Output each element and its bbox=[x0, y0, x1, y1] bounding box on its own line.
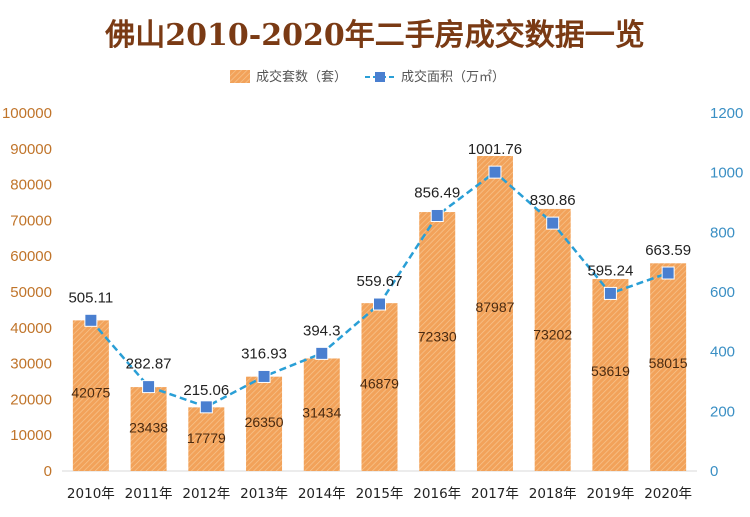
bar-value-label: 23438 bbox=[129, 419, 168, 435]
x-tick-label: 2014年 bbox=[298, 486, 346, 502]
bar-value-label: 53619 bbox=[591, 363, 630, 379]
line-value-label: 595.24 bbox=[587, 262, 633, 279]
bar-value-label: 26350 bbox=[245, 414, 284, 430]
line-value-label: 856.49 bbox=[414, 184, 460, 201]
bar bbox=[650, 263, 687, 471]
bar bbox=[72, 320, 109, 471]
y-right-tick-label: 200 bbox=[710, 403, 735, 420]
x-tick-label: 2015年 bbox=[356, 486, 404, 502]
x-tick-label: 2018年 bbox=[529, 486, 577, 502]
line-point bbox=[315, 346, 329, 360]
y-left-tick-label: 100000 bbox=[2, 105, 52, 122]
y-left-tick-label: 30000 bbox=[10, 356, 52, 373]
y-left-tick-label: 20000 bbox=[10, 391, 52, 408]
bar-value-label: 46879 bbox=[360, 376, 399, 392]
line-value-label: 282.87 bbox=[126, 356, 172, 373]
y-left-tick-label: 60000 bbox=[10, 248, 52, 265]
bar bbox=[246, 376, 283, 471]
x-tick-label: 2010年 bbox=[67, 486, 115, 502]
y-left-tick-label: 10000 bbox=[10, 427, 52, 444]
line-point bbox=[142, 380, 156, 394]
y-left-tick-label: 80000 bbox=[10, 177, 52, 194]
x-tick-label: 2011年 bbox=[125, 486, 173, 502]
bar-value-label: 72330 bbox=[418, 328, 457, 344]
line-point bbox=[603, 286, 617, 300]
legend-swatch-bars bbox=[230, 70, 250, 83]
bar-value-label: 73202 bbox=[533, 327, 572, 343]
legend-label-line: 成交面积（万㎡） bbox=[401, 69, 505, 85]
y-right-tick-label: 400 bbox=[710, 344, 735, 361]
line-point bbox=[430, 208, 444, 222]
y-left-tick-label: 0 bbox=[44, 463, 52, 480]
bar-value-label: 17779 bbox=[187, 430, 226, 446]
y-right-tick-label: 1200 bbox=[710, 105, 743, 122]
bar bbox=[303, 358, 340, 471]
y-right-tick-label: 800 bbox=[710, 224, 735, 241]
y-left-tick-label: 40000 bbox=[10, 320, 52, 337]
x-tick-label: 2017年 bbox=[471, 486, 519, 502]
x-tick-label: 2020年 bbox=[644, 486, 692, 502]
bar-value-label: 31434 bbox=[302, 404, 341, 420]
bar-value-label: 87987 bbox=[475, 299, 514, 315]
line-point bbox=[84, 313, 98, 327]
line-point bbox=[661, 266, 675, 280]
x-tick-label: 2016年 bbox=[413, 486, 461, 502]
bar bbox=[188, 407, 225, 471]
legend-label-bars: 成交套数（套） bbox=[256, 69, 347, 85]
bar bbox=[130, 387, 167, 471]
line-value-label: 394.3 bbox=[303, 322, 341, 339]
line-point bbox=[546, 216, 560, 230]
y-left-tick-label: 50000 bbox=[10, 284, 52, 301]
bar bbox=[419, 212, 456, 471]
line-value-label: 559.67 bbox=[357, 273, 403, 290]
bar bbox=[476, 156, 513, 472]
line-value-label: 663.59 bbox=[645, 242, 691, 259]
bar bbox=[534, 208, 571, 472]
bar bbox=[592, 279, 629, 471]
y-left-tick-label: 70000 bbox=[10, 212, 52, 229]
line-point bbox=[488, 165, 502, 179]
x-tick-label: 2019年 bbox=[586, 486, 634, 502]
legend-swatch-marker bbox=[375, 72, 385, 82]
line-value-label: 316.93 bbox=[241, 345, 287, 362]
bar-value-label: 58015 bbox=[649, 355, 688, 371]
line-point bbox=[373, 297, 386, 311]
x-tick-label: 2012年 bbox=[182, 486, 230, 502]
bar bbox=[361, 303, 398, 471]
chart-title: 佛山2010-2020年二手房成交数据一览 bbox=[104, 18, 644, 53]
bar-value-label: 42075 bbox=[71, 385, 110, 401]
line-point bbox=[257, 369, 271, 383]
y-right-tick-label: 0 bbox=[710, 463, 718, 480]
y-right-tick-label: 1000 bbox=[710, 165, 743, 182]
line-value-label: 505.11 bbox=[68, 289, 113, 306]
line-point bbox=[199, 400, 213, 414]
y-right-tick-label: 600 bbox=[710, 284, 735, 301]
legend: 成交套数（套） 成交面积（万㎡） bbox=[230, 69, 505, 85]
y-left-tick-label: 90000 bbox=[10, 141, 52, 158]
plot-area: 0100002000030000400005000060000700008000… bbox=[2, 105, 743, 502]
x-tick-label: 2013年 bbox=[240, 486, 288, 502]
line-value-label: 1001.76 bbox=[468, 141, 522, 158]
line-value-label: 215.06 bbox=[183, 382, 229, 399]
line-value-label: 830.86 bbox=[530, 192, 576, 209]
